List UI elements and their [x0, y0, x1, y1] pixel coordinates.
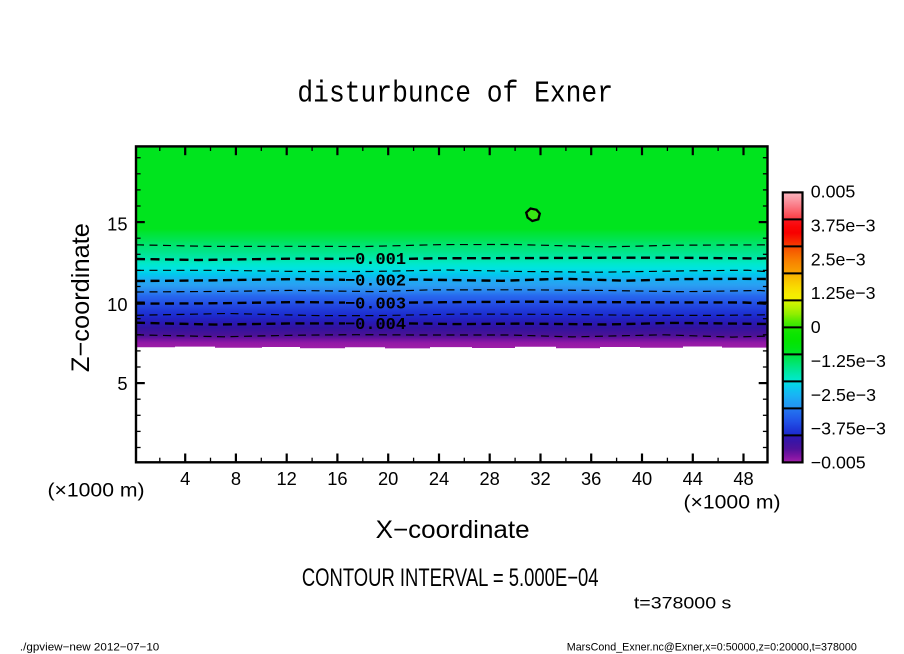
svg-text:X−coordinate: X−coordinate [376, 516, 530, 544]
svg-text:−3.75e−3: −3.75e−3 [811, 419, 886, 439]
svg-text:MarsCond_Exner.nc@Exner,x=0:50: MarsCond_Exner.nc@Exner,x=0:50000,z=0:20… [567, 641, 857, 653]
svg-text:15: 15 [107, 213, 127, 234]
svg-text:4: 4 [180, 468, 190, 489]
svg-text:−0.001: −0.001 [345, 251, 406, 270]
svg-text:20: 20 [378, 468, 398, 489]
svg-text:10: 10 [107, 294, 127, 315]
svg-text:−0.005: −0.005 [811, 453, 866, 473]
svg-text:0.005: 0.005 [811, 182, 856, 202]
svg-text:40: 40 [632, 468, 652, 489]
svg-text:−2.5e−3: −2.5e−3 [811, 385, 876, 405]
svg-text:−0.003: −0.003 [345, 295, 406, 314]
svg-text:−0.004: −0.004 [345, 316, 406, 335]
svg-text:28: 28 [480, 468, 500, 489]
svg-text:44: 44 [683, 468, 703, 489]
svg-text:5: 5 [117, 373, 127, 394]
svg-text:36: 36 [581, 468, 601, 489]
svg-text:32: 32 [530, 468, 550, 489]
svg-text:(×1000 m): (×1000 m) [684, 491, 781, 513]
svg-text:(×1000 m): (×1000 m) [48, 479, 145, 501]
svg-text:3.75e−3: 3.75e−3 [811, 215, 876, 235]
svg-text:./gpview−new 2012−07−10: ./gpview−new 2012−07−10 [20, 641, 159, 653]
svg-text:−0.002: −0.002 [345, 273, 406, 292]
svg-text:48: 48 [733, 468, 753, 489]
svg-text:0: 0 [811, 317, 821, 337]
svg-text:8: 8 [231, 468, 241, 489]
svg-text:24: 24 [429, 468, 449, 489]
svg-text:1.25e−3: 1.25e−3 [811, 283, 876, 303]
svg-text:Z−coordinate: Z−coordinate [67, 223, 95, 372]
svg-text:t=378000 s: t=378000 s [634, 594, 732, 612]
svg-text:16: 16 [327, 468, 347, 489]
svg-text:CONTOUR INTERVAL = 5.000E−04: CONTOUR INTERVAL = 5.000E−04 [302, 564, 599, 592]
svg-text:12: 12 [277, 468, 297, 489]
svg-text:−1.25e−3: −1.25e−3 [811, 351, 886, 371]
svg-text:2.5e−3: 2.5e−3 [811, 249, 866, 269]
svg-text:disturbunce of Exner: disturbunce of Exner [297, 77, 613, 111]
